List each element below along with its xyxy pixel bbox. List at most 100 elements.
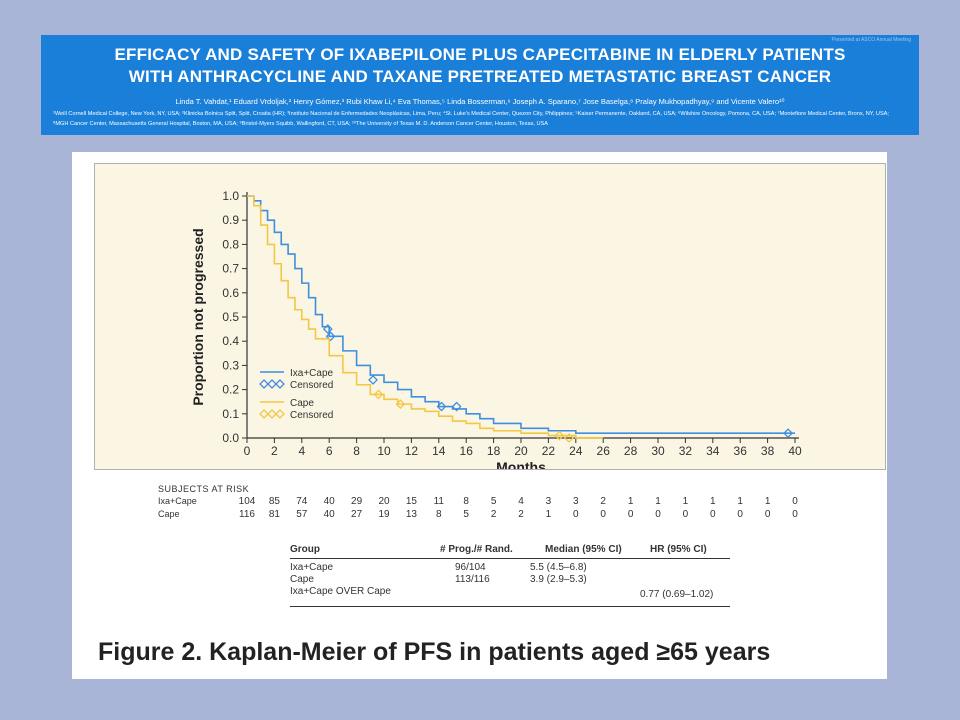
table-cell: Cape xyxy=(290,574,314,585)
risk-count: 0 xyxy=(792,496,798,507)
risk-count: 1 xyxy=(737,496,743,507)
km-plot: 0 2 4 6 8 10 12 14 16 18 20 22 24 26 28 30 32 34 36 38 400.0… xyxy=(190,189,802,469)
censored-marker xyxy=(322,324,333,335)
x-tick-label: 0 xyxy=(244,444,251,458)
x-tick-label: 6 xyxy=(326,444,333,458)
risk-count: 0 xyxy=(764,509,771,520)
table-cell: 113/116 xyxy=(455,574,490,585)
risk-count: 0 xyxy=(627,509,634,520)
censored-marker xyxy=(325,331,336,342)
affiliations-line-1: ¹Weill Cornell Medical College, New York… xyxy=(53,111,889,117)
y-tick-label: 0.0 xyxy=(222,431,239,445)
risk-count: 5 xyxy=(463,509,469,520)
risk-count: 57 xyxy=(296,509,308,520)
risk-count: 15 xyxy=(405,496,417,507)
risk-count: 3 xyxy=(545,496,552,507)
censored-marker xyxy=(436,401,447,412)
x-tick-label: 24 xyxy=(569,444,583,458)
risk-count: 5 xyxy=(490,496,497,507)
x-tick-label: 30 xyxy=(651,444,665,458)
risk-row-label: Cape xyxy=(158,509,180,519)
risk-count: 1 xyxy=(764,496,771,507)
risk-count: 1 xyxy=(655,496,661,507)
risk-count: 11 xyxy=(433,496,444,507)
risk-count: 40 xyxy=(323,496,335,507)
legend-censored-marker xyxy=(275,409,285,419)
x-tick-label: 36 xyxy=(734,444,748,458)
risk-table: SUBJECTS AT RISK Ixa+Cape 104 85 74 40 29 20 15… xyxy=(158,484,878,524)
risk-count: 2 xyxy=(490,509,497,520)
y-tick-label: 1.0 xyxy=(222,189,239,203)
y-tick-label: 0.8 xyxy=(222,237,239,251)
risk-count: 81 xyxy=(268,509,280,520)
poster-title-line-2: WITH ANTHRACYCLINE AND TAXANE PRETREATED… xyxy=(128,67,832,86)
table-rule xyxy=(290,558,730,559)
legend-censored-marker xyxy=(267,379,277,389)
risk-count: 13 xyxy=(405,509,417,520)
table-cell: Ixa+Cape OVER Cape xyxy=(290,586,391,597)
x-tick-label: 16 xyxy=(460,444,474,458)
x-tick-label: 38 xyxy=(761,444,775,458)
risk-count: 4 xyxy=(518,496,524,507)
x-tick-label: 10 xyxy=(377,444,391,458)
y-tick-label: 0.7 xyxy=(222,262,239,276)
risk-count: 74 xyxy=(296,496,308,507)
legend-censored-marker xyxy=(267,409,277,419)
risk-row-label: Ixa+Cape xyxy=(158,496,197,506)
legend-censored-label: Censored xyxy=(290,380,333,391)
risk-count: 1 xyxy=(682,496,689,507)
risk-count: 2 xyxy=(518,509,524,520)
x-axis-label: Months xyxy=(496,459,546,469)
risk-count: 0 xyxy=(573,509,579,520)
x-tick-label: 34 xyxy=(706,444,720,458)
x-tick-label: 4 xyxy=(298,444,305,458)
affiliations-line-2: ⁸MGH Cancer Center, Massachusetts Genera… xyxy=(53,121,548,127)
table-header-cell: Group xyxy=(290,544,320,555)
x-tick-label: 12 xyxy=(405,444,419,458)
series-line-ixa-cape xyxy=(247,195,795,434)
table-header-cell: HR (95% CI) xyxy=(650,544,707,555)
x-tick-label: 22 xyxy=(542,444,556,458)
risk-count: 1 xyxy=(627,496,634,507)
km-chart-frame: 0 2 4 6 8 10 12 14 16 18 20 22 24 26 28 30 32 34 36 38 40 0.0… xyxy=(94,163,886,470)
poster-header: Presented at ASCO Annual Meeting EFFICAC… xyxy=(41,35,919,135)
y-axis-label: Proportion not progressed xyxy=(190,228,206,405)
x-tick-label: 2 xyxy=(271,444,278,458)
risk-count: 0 xyxy=(792,509,798,520)
table-cell: Ixa+Cape xyxy=(290,562,334,573)
risk-count: 104 xyxy=(238,496,256,507)
figure-panel: 0 2 4 6 8 10 12 14 16 18 20 22 24 26 28 30 32 34 36 38 40 0.0… xyxy=(72,152,887,679)
x-tick-label: 26 xyxy=(597,444,611,458)
figure-caption: Figure 2. Kaplan-Meier of PFS in patient… xyxy=(98,638,771,666)
risk-count: 40 xyxy=(323,509,335,520)
risk-count: 19 xyxy=(378,509,390,520)
table-cell: 3.9 (2.9–5.3) xyxy=(530,574,587,585)
risk-count: 3 xyxy=(573,496,579,507)
risk-count: 20 xyxy=(378,496,390,507)
risk-count: 0 xyxy=(682,509,689,520)
author-list: Linda T. Vahdat,¹ Eduard Vrdoljak,² Henr… xyxy=(175,97,785,106)
legend-label: Ixa+Cape xyxy=(290,368,334,379)
y-tick-label: 0.2 xyxy=(222,383,239,397)
x-tick-label: 14 xyxy=(432,444,446,458)
table-cell: 0.77 (0.69–1.02) xyxy=(640,589,714,600)
y-tick-label: 0.4 xyxy=(222,334,239,348)
censored-marker xyxy=(554,430,565,441)
risk-count: 0 xyxy=(737,509,743,520)
x-tick-label: 40 xyxy=(788,444,802,458)
censored-marker xyxy=(564,433,574,443)
table-header-cell: # Prog./# Rand. xyxy=(440,544,513,555)
y-tick-label: 0.5 xyxy=(222,310,239,324)
risk-count: 2 xyxy=(600,496,606,507)
table-rule xyxy=(290,606,730,607)
x-tick-label: 8 xyxy=(353,444,360,458)
y-tick-label: 0.6 xyxy=(222,286,239,300)
risk-count: 29 xyxy=(351,496,363,507)
legend-censored-marker xyxy=(259,409,269,419)
risk-count: 8 xyxy=(463,496,469,507)
x-tick-label: 18 xyxy=(487,444,501,458)
y-tick-label: 0.3 xyxy=(222,358,239,372)
x-tick-label: 32 xyxy=(679,444,693,458)
x-tick-label: 28 xyxy=(624,444,638,458)
censored-marker xyxy=(783,428,794,439)
